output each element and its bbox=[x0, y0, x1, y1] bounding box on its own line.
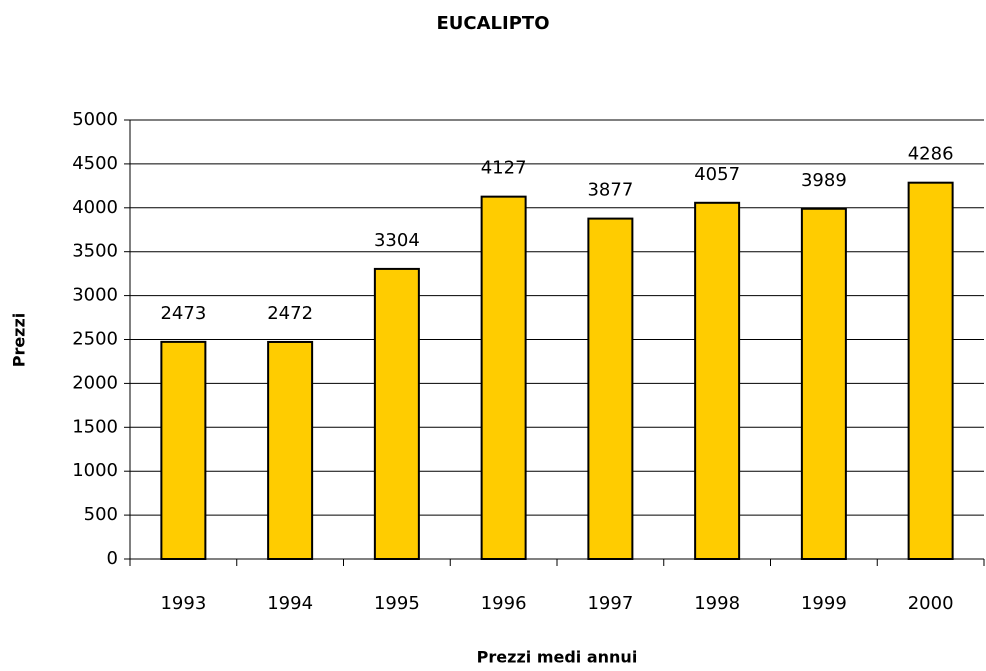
y-tick-label: 0 bbox=[107, 548, 118, 569]
bar bbox=[480, 195, 527, 560]
bar bbox=[267, 340, 314, 560]
x-tick-label: 1997 bbox=[587, 593, 633, 614]
y-tick-label: 3500 bbox=[72, 241, 118, 262]
x-tick-label: 1996 bbox=[481, 593, 527, 614]
x-tick-label: 1999 bbox=[801, 593, 847, 614]
x-tick-label: 1993 bbox=[160, 593, 206, 614]
bar bbox=[373, 267, 420, 560]
y-tick-label: 500 bbox=[84, 504, 118, 525]
x-tick-label: 1995 bbox=[374, 593, 420, 614]
data-label: 3877 bbox=[587, 180, 633, 201]
data-label: 4127 bbox=[481, 158, 527, 179]
x-axis-title: Prezzi medi annui bbox=[477, 648, 638, 667]
bar bbox=[907, 181, 954, 560]
data-label: 4286 bbox=[908, 144, 954, 165]
y-tick-label: 3000 bbox=[72, 285, 118, 306]
bar bbox=[587, 217, 634, 560]
y-axis-title: Prezzi bbox=[10, 313, 29, 368]
chart-title: EUCALIPTO bbox=[437, 13, 550, 34]
y-tick-label: 4500 bbox=[72, 153, 118, 174]
x-tick-label: 2000 bbox=[908, 593, 954, 614]
bar bbox=[800, 207, 847, 560]
x-tick-label: 1994 bbox=[267, 593, 313, 614]
data-label: 2472 bbox=[267, 303, 313, 324]
x-tick-label: 1998 bbox=[694, 593, 740, 614]
y-tick-label: 5000 bbox=[72, 109, 118, 130]
data-label: 2473 bbox=[160, 303, 206, 324]
data-label: 4057 bbox=[694, 164, 740, 185]
data-label: 3304 bbox=[374, 230, 420, 251]
y-tick-label: 4000 bbox=[72, 197, 118, 218]
data-label: 3989 bbox=[801, 170, 847, 191]
y-tick-label: 2000 bbox=[72, 372, 118, 393]
y-tick-label: 2500 bbox=[72, 329, 118, 350]
bar bbox=[160, 340, 207, 560]
bar bbox=[694, 201, 741, 560]
y-tick-label: 1000 bbox=[72, 460, 118, 481]
y-tick-label: 1500 bbox=[72, 416, 118, 437]
